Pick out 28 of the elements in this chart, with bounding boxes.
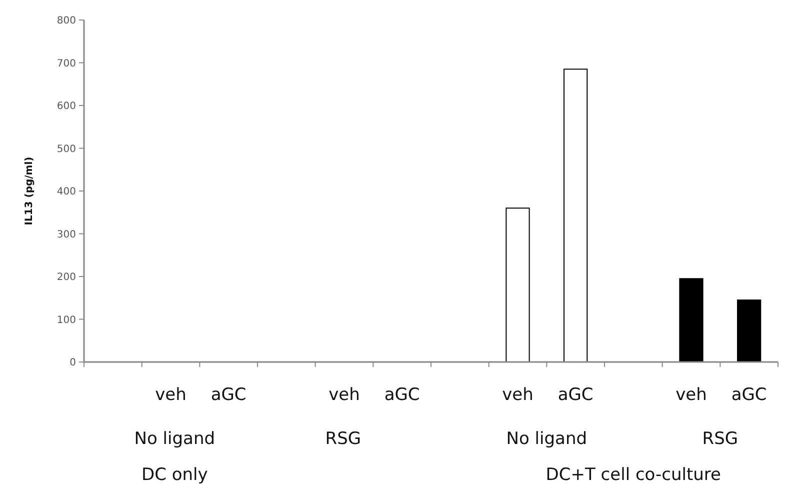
y-tick-label: 800 — [56, 16, 76, 26]
text: DC only — [142, 465, 208, 485]
text: DC+T cell co-culture — [546, 465, 722, 485]
y-tick-label: 500 — [56, 144, 76, 155]
y-tick-label: 100 — [56, 314, 76, 326]
x-tick-label: veh — [502, 385, 534, 405]
bar — [564, 68, 588, 362]
bar — [737, 300, 762, 362]
bar — [679, 278, 704, 362]
y-axis-title: IL13 (pg/ml) — [24, 156, 35, 226]
text: No ligand — [134, 429, 216, 449]
y-tick-label: 200 — [56, 272, 76, 283]
x-tick-label: aGC — [210, 385, 246, 405]
y-tick-label: 400 — [56, 186, 76, 198]
x-tick-label: veh — [676, 385, 707, 405]
text: RSG — [702, 429, 738, 449]
x-tick-label: aGC — [384, 385, 420, 405]
x-tick-label: aGC — [558, 385, 594, 405]
y-tick-label: 700 — [56, 58, 76, 70]
x-tick-label: aGC — [731, 385, 767, 405]
text: RSG — [325, 429, 362, 449]
bar — [506, 208, 530, 362]
y-tick-label: 600 — [56, 101, 76, 112]
y-tick-label: 300 — [56, 229, 76, 240]
x-tick-label: veh — [155, 385, 186, 405]
y-tick-label: 0 — [70, 358, 76, 368]
text: No ligand — [506, 429, 588, 449]
x-tick-label: veh — [328, 385, 360, 405]
